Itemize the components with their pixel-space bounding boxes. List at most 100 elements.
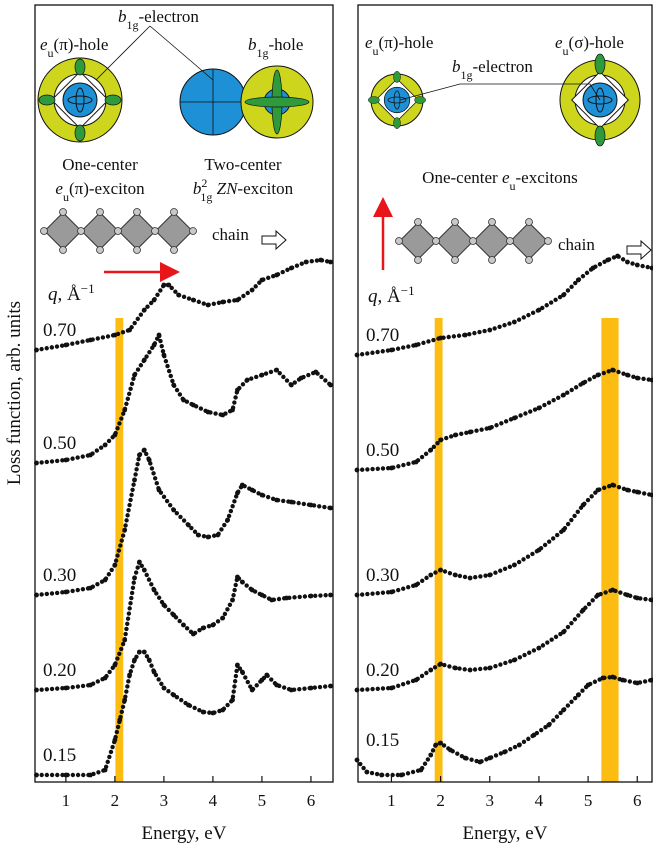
data-point [487, 666, 492, 671]
data-point [230, 408, 235, 413]
data-point [453, 433, 458, 438]
data-point [260, 593, 265, 598]
data-point [463, 333, 468, 338]
data-point [112, 333, 117, 338]
annotation-part: One-center [422, 168, 502, 187]
data-point [103, 578, 108, 583]
data-point [537, 646, 542, 651]
series-label: 0.70 [366, 325, 399, 346]
annotation-part: b [452, 57, 461, 76]
annotation-part: -electron [473, 57, 534, 76]
data-point [152, 343, 157, 348]
data-point [389, 686, 394, 691]
data-point [389, 590, 394, 595]
q-symbol: q [368, 286, 378, 307]
data-point [264, 673, 269, 678]
data-point [137, 453, 142, 458]
data-point [260, 678, 265, 683]
data-point [88, 453, 93, 458]
q-unit-exp: −1 [81, 281, 95, 296]
annotation: b1g-electron [118, 7, 199, 32]
annotation-part: 1g [127, 18, 139, 32]
x-tick-label: 2 [436, 791, 445, 810]
data-point [142, 568, 147, 573]
data-point [487, 328, 492, 333]
annotation-part: 1g [200, 190, 212, 204]
data-point [561, 630, 566, 635]
data-point [328, 684, 333, 689]
data-point [581, 381, 586, 386]
highlight-band [601, 318, 618, 782]
data-point [220, 413, 225, 418]
data-point [610, 368, 615, 373]
data-point [438, 662, 443, 667]
data-point [561, 293, 566, 298]
data-point [137, 560, 142, 565]
series-label: 0.20 [366, 660, 399, 681]
series-label: 0.50 [43, 433, 76, 454]
data-point [260, 493, 265, 498]
annotation: eu(σ)-hole [555, 33, 624, 58]
data-point [112, 433, 117, 438]
x-axis-label: Energy, eV [142, 823, 227, 844]
data-point [112, 738, 117, 743]
data-point [157, 333, 162, 338]
data-point [625, 373, 630, 378]
data-point [127, 673, 132, 678]
data-point [206, 303, 211, 308]
series-label: 0.30 [43, 565, 76, 586]
highlight-band [435, 318, 443, 782]
data-point [235, 663, 240, 668]
x-tick-label: 6 [633, 791, 642, 810]
data-point [201, 626, 206, 631]
data-point [162, 686, 167, 691]
data-point [581, 608, 586, 613]
data-point [620, 678, 625, 683]
data-point [63, 343, 68, 348]
data-point [309, 503, 314, 508]
data-point [299, 376, 304, 381]
annotation: eu(π)-hole [40, 35, 108, 60]
annotation-part: ZN [212, 179, 239, 198]
data-point [433, 743, 438, 748]
data-point [561, 708, 566, 713]
annotation: chain [212, 225, 249, 244]
data-point [428, 448, 433, 453]
data-point [448, 748, 453, 753]
annotation-part: One-center [62, 155, 138, 174]
data-point [132, 373, 137, 378]
annotation: Two-center [204, 155, 281, 174]
data-point [596, 593, 601, 598]
data-point [201, 710, 206, 715]
data-point [532, 733, 537, 738]
q-unit-exp: −1 [401, 283, 415, 298]
series-trace [36, 652, 330, 775]
data-point [88, 338, 93, 343]
data-point [211, 623, 216, 628]
q-unit: , Å [378, 286, 402, 307]
data-point [625, 593, 630, 598]
data-point [235, 388, 240, 393]
series-trace [36, 450, 330, 595]
series-label: 0.30 [366, 565, 399, 586]
data-point [289, 500, 294, 505]
data-point [428, 668, 433, 673]
series-label: 0.15 [366, 730, 399, 751]
data-point [428, 753, 433, 758]
data-point [235, 491, 240, 496]
data-point [220, 616, 225, 621]
data-point [487, 573, 492, 578]
data-point [225, 518, 230, 523]
data-point [142, 650, 147, 655]
data-point [103, 676, 108, 681]
annotation: b1g-hole [248, 35, 303, 60]
data-point [186, 703, 191, 708]
data-point [615, 254, 620, 259]
data-point [600, 676, 605, 681]
annotation-part: b [118, 7, 127, 26]
data-point [328, 506, 333, 511]
data-point [438, 568, 443, 573]
data-point [537, 548, 542, 553]
data-point [463, 756, 468, 761]
